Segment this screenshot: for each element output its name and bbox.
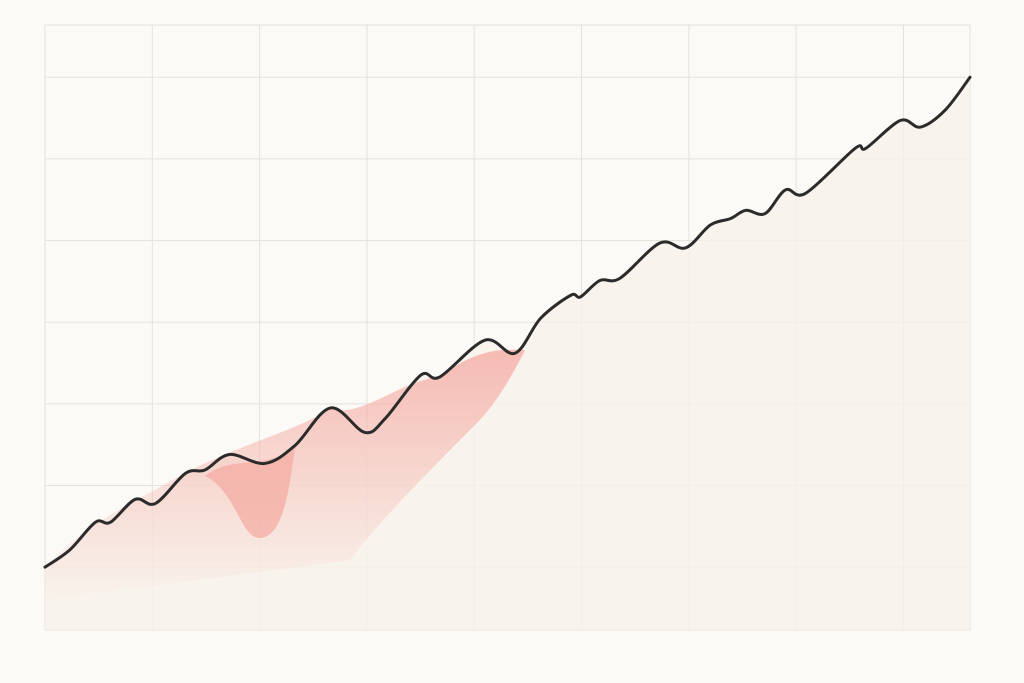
highlight-decoration <box>45 349 525 600</box>
highlight-fade <box>45 349 525 600</box>
line-layer <box>43 75 972 569</box>
series-line <box>43 75 972 569</box>
